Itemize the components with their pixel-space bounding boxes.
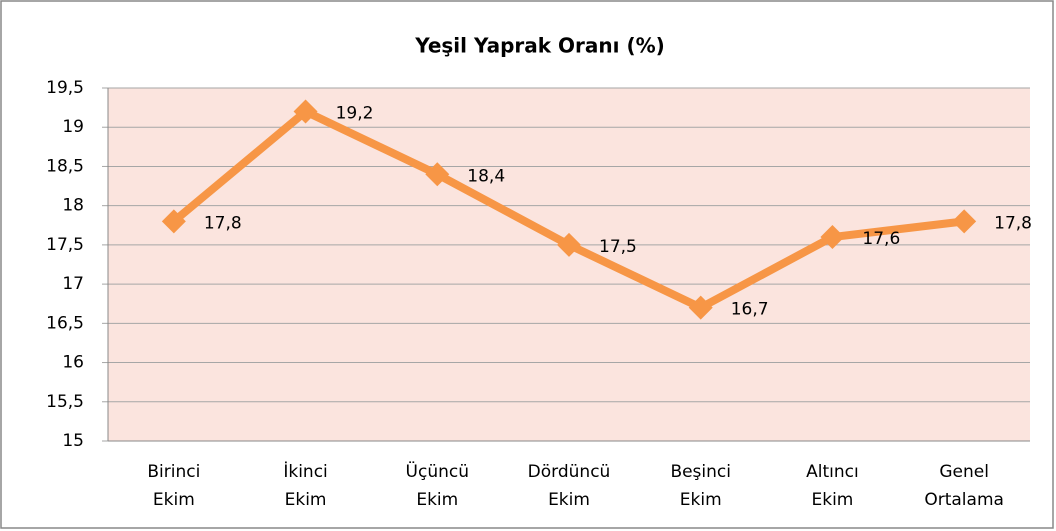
x-tick-label: Dördüncü Ekim (528, 462, 611, 510)
x-tick-label-line: Birinci (147, 462, 200, 482)
x-tick-label-line: Ekim (811, 490, 853, 510)
x-tick-label: Altıncı Ekim (806, 462, 859, 510)
x-tick-label-line: Ekim (548, 490, 590, 510)
x-tick-label: Genel Ortalama (924, 462, 1004, 510)
chart-title: Yeşil Yaprak Oranı (%) (414, 34, 665, 58)
data-point (293, 99, 318, 124)
y-tick-label: 18,5 (46, 156, 84, 176)
data-point (820, 225, 845, 250)
data-label: 16,7 (731, 300, 769, 320)
data-point (952, 209, 977, 234)
x-tick-label-line: Ekim (153, 490, 195, 510)
x-tick-label: İkinci Ekim (283, 461, 327, 510)
data-point (161, 209, 186, 234)
y-tick-label: 16,5 (46, 313, 84, 333)
plot-area (108, 88, 1030, 441)
data-label: 17,8 (204, 213, 242, 233)
x-tick-label-line: Dördüncü (528, 462, 611, 482)
y-tick-label: 17,5 (46, 235, 84, 255)
x-tick-label-line: Genel (939, 462, 989, 482)
x-tick-label-line: Ekim (416, 490, 458, 510)
data-point (688, 295, 713, 320)
x-tick-label: Beşinci Ekim (670, 462, 731, 510)
data-label: 18,4 (467, 166, 505, 186)
data-label: 17,8 (994, 213, 1032, 233)
data-point (425, 162, 450, 187)
x-tick-label: Birinci Ekim (147, 462, 200, 510)
y-tick-label: 15 (62, 431, 84, 451)
y-tick-label: 16 (62, 353, 84, 373)
data-label: 19,2 (336, 104, 374, 124)
x-tick-label-line: Ortalama (924, 490, 1004, 510)
x-tick-label-line: İkinci (283, 461, 327, 482)
data-point (557, 232, 581, 257)
x-tick-label: Üçüncü Ekim (406, 460, 469, 510)
x-tick-label-line: Üçüncü (406, 460, 469, 482)
y-tick-label: 19,5 (46, 78, 84, 98)
x-tick-label-line: Ekim (680, 490, 722, 510)
y-tick-label: 17 (62, 274, 84, 294)
data-label: 17,5 (599, 237, 637, 257)
x-tick-label-line: Ekim (285, 490, 327, 510)
x-tick-label-line: Altıncı (806, 462, 859, 482)
data-label: 17,6 (862, 229, 900, 249)
y-tick-label: 15,5 (46, 392, 84, 412)
x-tick-label-line: Beşinci (670, 462, 731, 482)
y-tick-label: 18 (62, 196, 84, 216)
y-tick-label: 19 (62, 117, 84, 137)
